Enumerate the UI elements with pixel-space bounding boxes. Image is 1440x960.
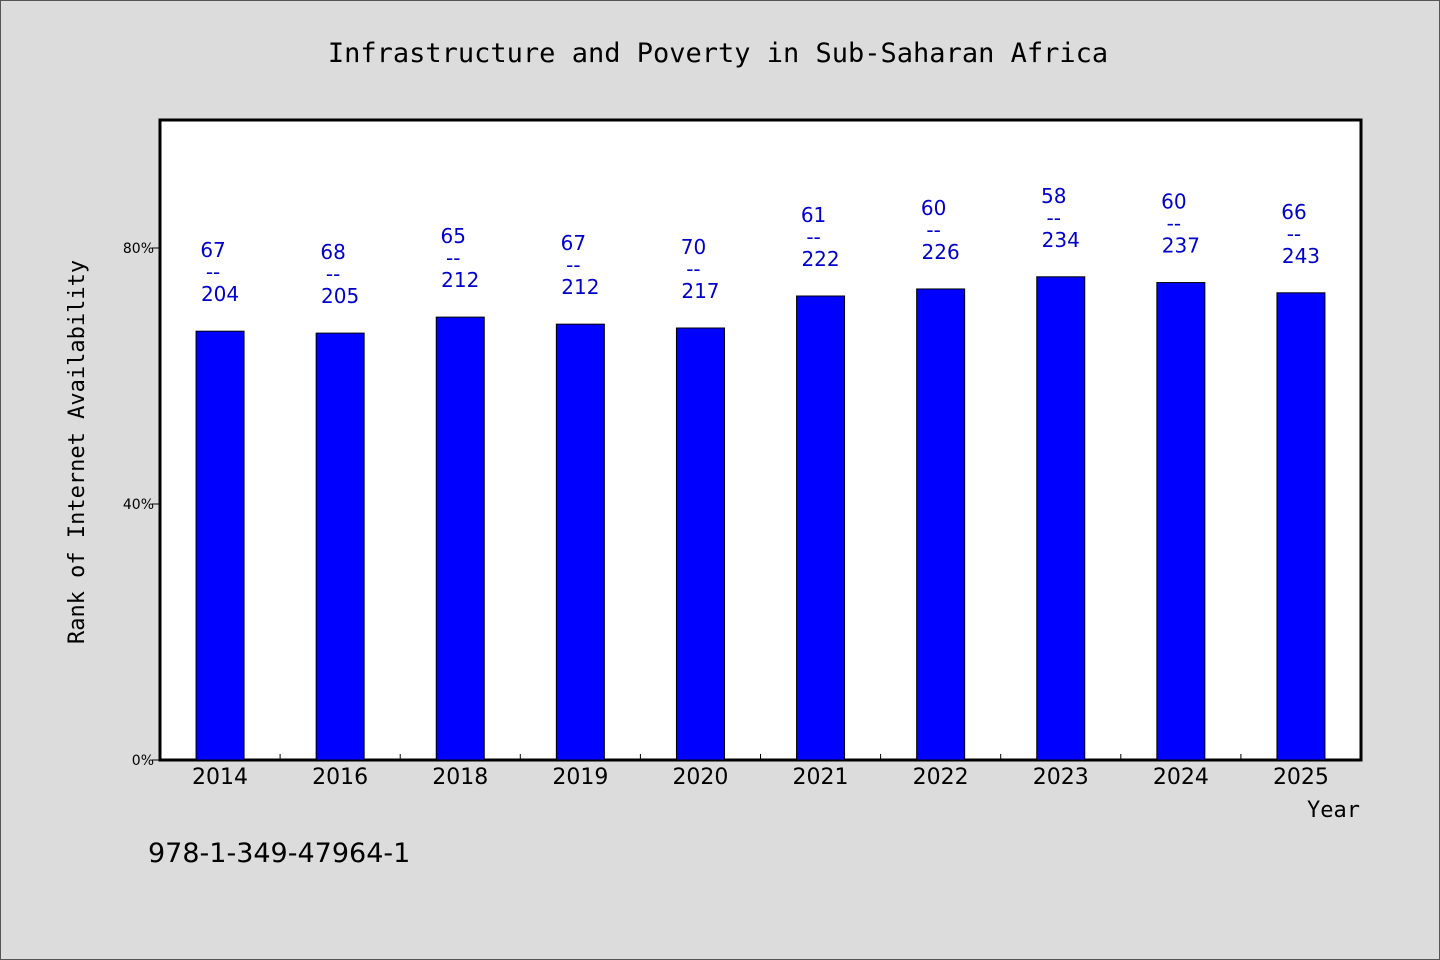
data-label-bottom: 226 bbox=[922, 240, 960, 264]
x-tick-label: 2020 bbox=[672, 765, 728, 790]
data-label-separator: -- bbox=[446, 246, 460, 270]
bar bbox=[675, 327, 725, 761]
y-tick-label: 80% bbox=[123, 241, 154, 257]
data-label-bottom: 222 bbox=[801, 247, 839, 271]
data-label-separator: -- bbox=[686, 257, 700, 281]
bars bbox=[195, 276, 1326, 761]
y-tick-label: 40% bbox=[123, 497, 154, 513]
x-tick-label: 2025 bbox=[1273, 765, 1329, 790]
x-tick-label: 2019 bbox=[552, 765, 608, 790]
data-label-separator: -- bbox=[806, 225, 820, 249]
bar bbox=[315, 332, 365, 761]
bar bbox=[1036, 276, 1086, 761]
data-label-separator: -- bbox=[566, 253, 580, 277]
chart-title: Infrastructure and Poverty in Sub-Sahara… bbox=[328, 38, 1108, 69]
x-tick-labels: 2014 2016 2018 2019 2020 2021 2022 2023 2024 2025 bbox=[192, 765, 1329, 790]
bar bbox=[1156, 282, 1206, 761]
data-label-top: 60 bbox=[1161, 190, 1186, 214]
data-label-bottom: 204 bbox=[201, 282, 239, 306]
y-tick-labels: 0% 40% 80% bbox=[123, 241, 154, 769]
bar bbox=[555, 323, 605, 761]
data-label-bottom: 205 bbox=[321, 284, 359, 308]
data-label-top: 66 bbox=[1281, 200, 1306, 224]
data-label-top: 70 bbox=[681, 235, 706, 259]
data-label-separator: -- bbox=[326, 262, 340, 286]
bar bbox=[796, 295, 846, 761]
x-axis-label: Year bbox=[1307, 798, 1360, 823]
x-tick-label: 2024 bbox=[1153, 765, 1209, 790]
x-tick-label: 2021 bbox=[793, 765, 849, 790]
x-tick-label: 2016 bbox=[312, 765, 368, 790]
x-tick-label: 2023 bbox=[1033, 765, 1089, 790]
data-label-top: 65 bbox=[441, 224, 466, 248]
x-tick-label: 2014 bbox=[192, 765, 248, 790]
data-label-separator: -- bbox=[206, 260, 220, 284]
y-tick-label: 0% bbox=[132, 753, 154, 769]
data-label-top: 58 bbox=[1041, 184, 1066, 208]
bar bbox=[916, 288, 966, 761]
data-label-bottom: 243 bbox=[1282, 244, 1320, 268]
data-label-top: 67 bbox=[561, 231, 586, 255]
data-label-separator: -- bbox=[1167, 212, 1181, 236]
identifier-text: 978-1-349-47964-1 bbox=[148, 838, 410, 869]
data-label-top: 68 bbox=[320, 240, 345, 264]
bar bbox=[1276, 292, 1326, 761]
data-label-bottom: 217 bbox=[681, 279, 719, 303]
data-label-bottom: 234 bbox=[1042, 228, 1080, 252]
data-label-bottom: 237 bbox=[1162, 234, 1200, 258]
data-label-separator: -- bbox=[926, 218, 940, 242]
data-labels: 67--20468--20565--21267--21270--21761--2… bbox=[200, 184, 1320, 308]
data-label-separator: -- bbox=[1287, 222, 1301, 246]
data-label-top: 61 bbox=[801, 203, 826, 227]
axis-ticks bbox=[152, 247, 1242, 761]
data-label-separator: -- bbox=[1047, 206, 1061, 230]
bar bbox=[435, 316, 485, 761]
y-axis-label: Rank of Internet Availability bbox=[65, 260, 90, 644]
bar bbox=[195, 330, 245, 761]
data-label-top: 67 bbox=[200, 238, 225, 262]
data-label-bottom: 212 bbox=[441, 268, 479, 292]
data-label-bottom: 212 bbox=[561, 275, 599, 299]
x-tick-label: 2018 bbox=[432, 765, 488, 790]
data-label-top: 60 bbox=[921, 196, 946, 220]
x-tick-label: 2022 bbox=[913, 765, 969, 790]
